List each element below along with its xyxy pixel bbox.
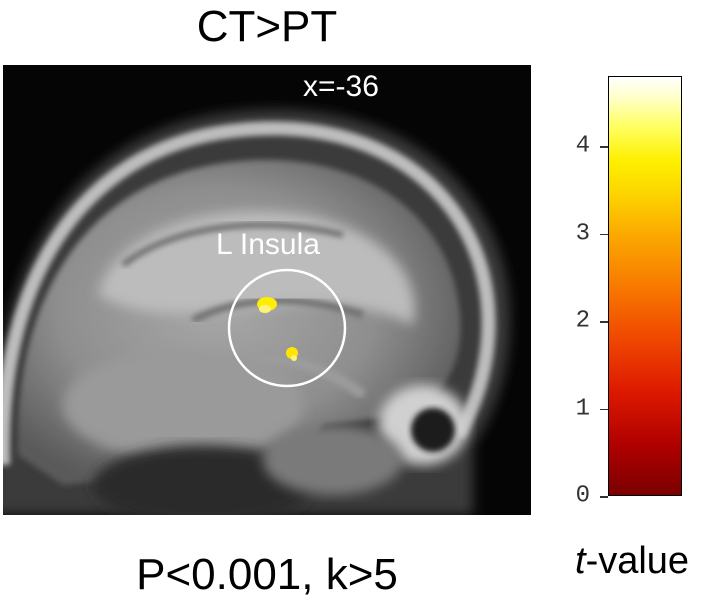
colorbar	[608, 76, 682, 496]
colorbar-tick-label: 4	[575, 132, 590, 160]
colorbar-tick-mark	[600, 233, 608, 235]
threshold-caption: P<0.001, k>5	[136, 550, 398, 599]
colorbar-tick-mark	[600, 321, 608, 323]
roi-circle	[227, 268, 347, 388]
colorbar-tick-mark	[600, 408, 608, 410]
colorbar-title-rest: -value	[585, 540, 690, 582]
sagittal-brain-image	[3, 65, 531, 515]
colorbar-tick-label: 1	[575, 395, 590, 422]
colorbar-tick-label: 2	[575, 307, 590, 335]
activation-cluster-lower	[286, 347, 298, 361]
colorbar-tick-label: 3	[575, 220, 590, 247]
colorbar-title-italic: t	[575, 540, 586, 582]
figure-title: CT>PT	[196, 2, 338, 51]
colorbar-title: t-value	[575, 540, 689, 583]
colorbar-tick-mark	[600, 496, 608, 498]
colorbar-tick-label: 0	[575, 482, 590, 510]
brain-mri-illustration	[3, 109, 510, 515]
slice-coordinate-label: x=-36	[303, 70, 379, 103]
activation-cluster-upper	[257, 297, 277, 313]
colorbar-ticks: 0 1 2 3 4	[560, 0, 608, 604]
region-label: L Insula	[216, 228, 320, 261]
colorbar-tick-mark	[600, 146, 608, 148]
